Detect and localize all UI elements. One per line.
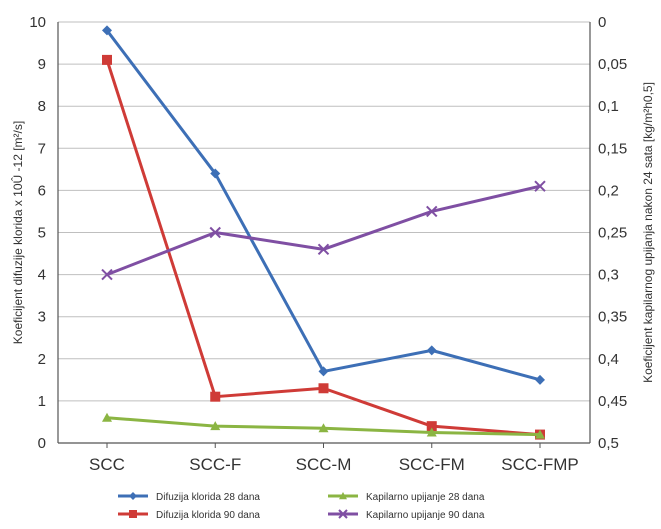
y2-tick-label: 0,3 <box>598 267 619 284</box>
y-axis-title: Koeficijent difuzije klorida x 10Û -12 [… <box>10 121 25 344</box>
x-category-label: SCC <box>89 455 125 474</box>
legend-item: Kapilarno upijanje 90 dana <box>328 509 485 521</box>
data-point <box>426 427 437 437</box>
y2-tick-label: 0,45 <box>598 393 627 410</box>
data-point <box>535 429 545 439</box>
series-line <box>101 180 546 281</box>
data-point <box>210 168 221 179</box>
y2-tick-label: 0,15 <box>598 140 627 157</box>
y-tick-label: 0 <box>38 435 46 452</box>
y-tick-label: 2 <box>38 351 46 368</box>
data-point <box>102 412 112 422</box>
series-line <box>102 25 545 385</box>
data-point <box>209 226 221 239</box>
x-category-label: SCC-M <box>296 455 352 474</box>
data-point <box>210 421 221 431</box>
y2-tick-label: 0,2 <box>598 182 619 199</box>
y2-axis-title: Koeficijent kapilarnog upijanja nakon 24… <box>641 82 655 383</box>
data-point <box>102 54 112 65</box>
series-path <box>105 29 541 382</box>
y2-tick-label: 0,25 <box>598 225 627 242</box>
data-point <box>426 421 437 432</box>
y2-tick-label: 0,05 <box>598 56 627 73</box>
legend: Difuzija klorida 28 dana Difuzija klorida… <box>118 492 485 521</box>
y-tick-label: 4 <box>38 267 46 284</box>
y2-tick-label: 0,4 <box>598 351 619 368</box>
y2-tick-label: 0,5 <box>598 435 619 452</box>
data-point <box>426 345 437 356</box>
legend-item: Difuzija klorida 90 dana <box>118 510 260 521</box>
data-point <box>129 492 137 500</box>
y-tick-label: 3 <box>38 309 46 326</box>
axes <box>57 22 591 448</box>
legend-item: Kapilarno upijanje 28 dana <box>328 492 485 503</box>
data-point <box>338 509 348 519</box>
x-category-label: SCC-F <box>189 455 241 474</box>
y2-tick-label: 0,1 <box>598 98 619 115</box>
data-point <box>102 25 112 36</box>
data-point <box>534 180 546 192</box>
y-tick-label: 8 <box>38 98 46 115</box>
left-axis-ticks: 0 1 2 3 4 5 6 7 8 9 10 <box>29 14 46 452</box>
data-point <box>535 374 545 385</box>
category-labels: SCC SCC-F SCC-M SCC-FM SCC-FMP <box>89 455 579 474</box>
data-point <box>317 243 330 256</box>
y-tick-label: 5 <box>38 225 46 242</box>
x-category-label: SCC-FM <box>399 455 465 474</box>
data-point <box>318 366 329 377</box>
legend-label: Difuzija klorida 28 dana <box>156 492 260 503</box>
data-point <box>129 510 137 518</box>
legend-label: Kapilarno upijanje 90 dana <box>366 510 485 521</box>
series-group <box>101 25 546 440</box>
y-tick-label: 9 <box>38 56 46 73</box>
y2-tick-label: 0,35 <box>598 309 627 326</box>
data-point <box>318 383 329 394</box>
y-tick-label: 6 <box>38 182 46 199</box>
series-line <box>102 412 545 439</box>
data-point <box>318 423 329 433</box>
data-point <box>426 205 438 218</box>
y-tick-label: 7 <box>38 140 46 157</box>
data-point <box>339 492 347 500</box>
grid-lines <box>58 21 590 444</box>
right-axis-ticks: 0 0,05 0,1 0,15 0,2 0,25 0,3 0,35 0,4 0,45 0,5 <box>598 14 627 452</box>
y-tick-label: 1 <box>38 393 46 410</box>
data-point <box>210 391 221 402</box>
legend-label: Difuzija klorida 90 dana <box>156 510 260 521</box>
data-point <box>101 268 113 281</box>
legend-label: Kapilarno upijanje 28 dana <box>366 492 485 503</box>
x-category-label: SCC-FMP <box>501 455 578 474</box>
legend-item: Difuzija klorida 28 dana <box>118 492 260 503</box>
y2-tick-label: 0 <box>598 14 606 31</box>
y-tick-label: 10 <box>29 14 46 31</box>
